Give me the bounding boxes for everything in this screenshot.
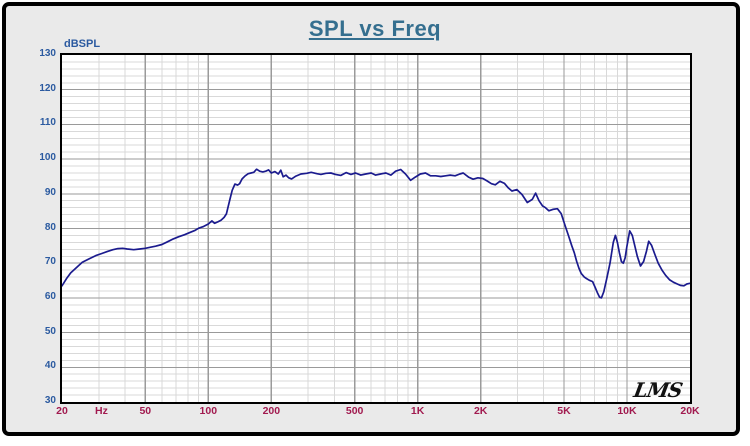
y-tick-label: 40 [44,360,56,372]
y-tick-label: 120 [39,82,56,94]
y-tick-label: 130 [39,48,56,59]
x-tick-label: 5K [557,405,571,417]
y-tick-label: 80 [44,221,56,233]
y-tick-label: 50 [44,325,56,337]
y-tick-label: 90 [44,186,56,198]
spl-curve [62,168,690,299]
page-title: SPL vs Freq [308,16,442,41]
x-tick-label: 1K [410,405,425,417]
x-tick-label: 200 [262,405,281,417]
x-tick-label: 10K [617,405,637,417]
x-tick-label: 100 [199,405,218,417]
spl-frequency-chart [62,55,690,402]
x-tick-label: 50 [139,405,152,417]
x-tick-label: 500 [345,405,364,417]
x-axis-unit-label: Hz [95,405,108,417]
y-tick-label: 70 [44,256,56,268]
x-tick-label: 2K [473,405,488,417]
y-tick-label: 30 [44,395,56,406]
plot-area: LMS [60,53,692,404]
y-axis-unit-label: dBSPL [64,38,101,50]
y-tick-label: 100 [39,152,56,164]
x-tick-label: 20K [680,405,700,417]
y-tick-label: 60 [44,290,56,302]
lms-logo: LMS [632,378,685,402]
x-tick-label: 20 [56,405,68,417]
y-tick-label: 110 [39,117,56,129]
